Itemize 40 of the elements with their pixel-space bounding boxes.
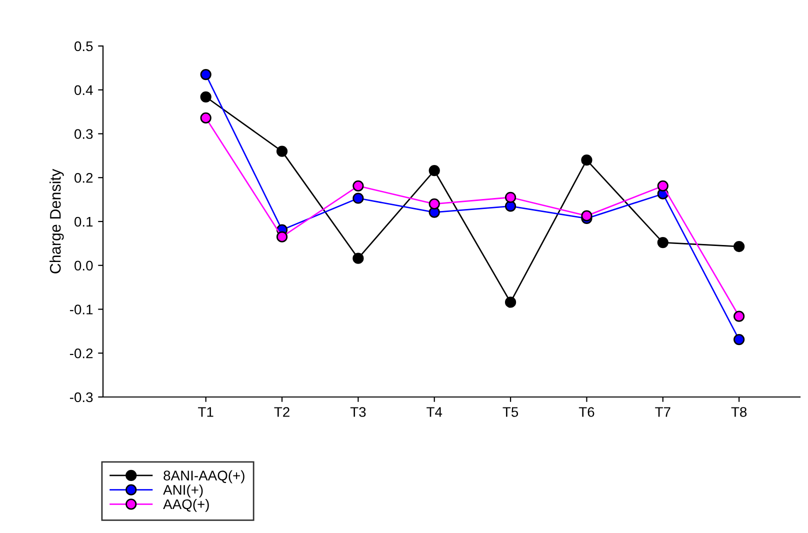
point [276,231,288,242]
x-tick-label: T8 [731,407,747,417]
y-axis-title: Charge Density [50,168,64,274]
x-tick-label: T6 [578,407,594,417]
point [504,296,516,308]
point [200,112,212,124]
point [504,192,516,203]
point [200,91,212,102]
y-tick-label: -0.1 [70,304,93,314]
y-tick-label: -0.3 [70,392,93,402]
point [428,165,440,176]
x-tick-label: T1 [198,407,214,417]
point [352,252,364,264]
point [276,146,288,157]
point [734,240,745,252]
point [581,154,592,166]
point [352,192,364,204]
x-tick-label: T3 [350,407,366,417]
x-tick-label: T5 [502,407,518,417]
point [657,237,668,248]
point [428,198,440,210]
point [581,210,592,222]
legend-label: 8ANI-AAQ(+) [164,470,244,484]
y-tick-label: 0.5 [74,41,93,52]
y-tick-label: 0.0 [74,260,93,271]
point [657,180,668,192]
point [352,180,364,192]
x-tick-label: T7 [655,407,670,417]
y-tick-label: -0.2 [70,348,93,358]
x-tick-label: T2 [274,407,290,417]
legend-label: ANI(+) [163,484,203,498]
y-tick-label: 0.2 [74,172,93,183]
y-tick-label: 0.4 [74,85,93,96]
legend-label: AAQ(+) [163,498,209,512]
point [734,334,745,346]
y-tick-label: 0.1 [74,216,93,227]
y-tick-label: 0.3 [74,129,93,139]
point [200,68,212,80]
x-tick-label: T4 [426,407,442,417]
point [734,310,745,322]
